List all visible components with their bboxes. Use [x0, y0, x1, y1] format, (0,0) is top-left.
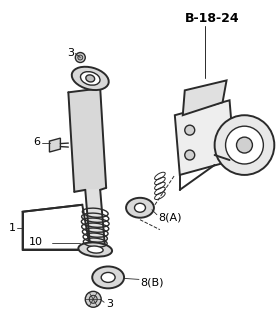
Polygon shape — [50, 138, 60, 152]
Circle shape — [75, 52, 85, 62]
Polygon shape — [85, 190, 105, 250]
Polygon shape — [68, 88, 106, 192]
Text: 3: 3 — [67, 48, 74, 58]
Circle shape — [185, 150, 195, 160]
Circle shape — [225, 126, 263, 164]
Ellipse shape — [87, 246, 103, 253]
Circle shape — [78, 55, 83, 60]
Text: 6: 6 — [34, 137, 40, 147]
Circle shape — [215, 115, 274, 175]
Circle shape — [237, 137, 252, 153]
Ellipse shape — [81, 72, 100, 85]
Circle shape — [89, 295, 97, 303]
Text: 8(B): 8(B) — [140, 277, 163, 287]
Ellipse shape — [135, 203, 145, 212]
Circle shape — [185, 125, 195, 135]
Ellipse shape — [126, 198, 154, 218]
Text: 3: 3 — [106, 299, 113, 309]
Ellipse shape — [78, 243, 112, 257]
Polygon shape — [183, 80, 227, 115]
Text: 10: 10 — [29, 236, 43, 247]
Circle shape — [85, 291, 101, 307]
Ellipse shape — [92, 267, 124, 288]
Polygon shape — [175, 100, 235, 175]
Text: B-18-24: B-18-24 — [185, 12, 239, 25]
Ellipse shape — [101, 272, 115, 282]
Ellipse shape — [72, 67, 109, 90]
Text: 8(A): 8(A) — [158, 213, 181, 223]
Text: 1: 1 — [9, 223, 16, 233]
Ellipse shape — [86, 75, 95, 82]
